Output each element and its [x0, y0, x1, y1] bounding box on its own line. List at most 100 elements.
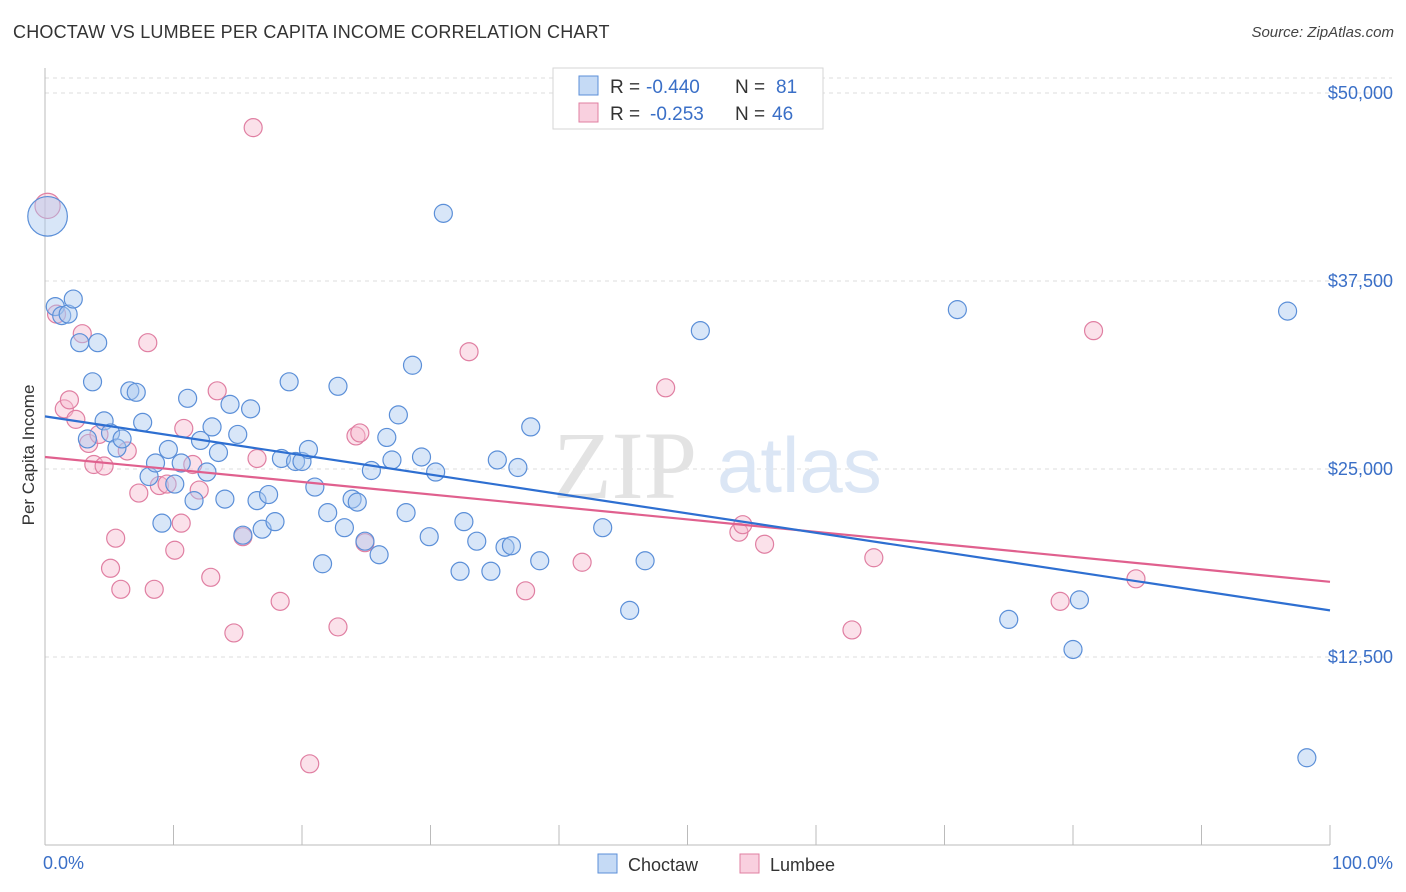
lumbee-point-29 [247, 448, 267, 469]
choctaw-point-69 [521, 417, 541, 437]
choctaw-point-47 [342, 489, 362, 509]
choctaw-point-76 [999, 609, 1019, 630]
bottom-legend-swatch-choctaw [597, 853, 618, 874]
choctaw-point-12 [112, 429, 132, 449]
lumbee-point-44 [864, 548, 884, 568]
choctaw-point-36 [265, 512, 285, 532]
bottom-legend-swatch-lumbee [739, 853, 760, 874]
x-tick-label-1: 100.0% [1332, 853, 1393, 873]
lumbee-point-34 [350, 423, 370, 443]
choctaw-point-74 [690, 321, 710, 341]
lumbee-point-47 [1126, 569, 1146, 589]
legend-r-value-lumbee: -0.253 [650, 104, 704, 125]
lumbee-point-16 [144, 579, 164, 599]
choctaw-point-13 [120, 381, 140, 401]
choctaw-point-43 [312, 554, 333, 574]
choctaw-point-75 [947, 300, 967, 320]
choctaw-point-44 [318, 503, 338, 523]
legend-n-label-choctaw: N = [735, 77, 765, 98]
choctaw-point-56 [402, 355, 423, 375]
choctaw-point-80 [1297, 748, 1317, 768]
choctaw-point-0 [27, 195, 68, 237]
choctaw-point-77 [1063, 639, 1083, 660]
choctaw-point-18 [152, 513, 172, 533]
choctaw-point-22 [178, 388, 198, 408]
series-lumbee [34, 118, 1146, 774]
y-tick-label-1: $25,000 [1328, 459, 1393, 479]
watermark-atlas: atlas [717, 421, 882, 509]
choctaw-point-48 [347, 492, 367, 512]
trend-line-choctaw [44, 415, 1331, 612]
lumbee-point-0 [34, 192, 61, 220]
legend-r-label-choctaw: R = [610, 77, 640, 98]
choctaw-point-35 [258, 484, 279, 505]
choctaw-point-14 [126, 382, 146, 402]
legend-n-value-lumbee: 46 [772, 104, 793, 125]
choctaw-point-55 [396, 503, 416, 523]
lumbee-point-37 [515, 581, 536, 601]
lumbee-point-45 [1050, 591, 1070, 611]
lumbee-point-38 [572, 552, 592, 572]
choctaw-point-72 [620, 600, 640, 620]
choctaw-point-66 [495, 537, 515, 557]
choctaw-point-15 [133, 412, 153, 432]
choctaw-point-67 [501, 536, 522, 556]
choctaw-point-59 [426, 462, 446, 482]
choctaw-point-21 [171, 453, 191, 473]
lumbee-point-28 [243, 118, 263, 138]
choctaw-point-33 [247, 491, 267, 511]
chart-title: CHOCTAW VS LUMBEE PER CAPITA INCOME CORR… [13, 22, 610, 42]
choctaw-point-49 [355, 531, 375, 551]
legend-swatch-choctaw [578, 75, 599, 96]
lumbee-point-24 [201, 567, 221, 587]
choctaw-point-31 [233, 525, 253, 545]
lumbee-point-19 [165, 540, 185, 560]
choctaw-point-3 [58, 304, 78, 324]
choctaw-point-73 [635, 551, 655, 571]
watermark: ZIP atlas [553, 412, 882, 519]
legend-n-value-choctaw: 81 [776, 77, 797, 98]
lumbee-point-36 [459, 342, 479, 362]
y-tick-label-3: $50,000 [1328, 83, 1393, 103]
legend-r-value-choctaw: -0.440 [646, 77, 700, 98]
lumbee-point-15 [138, 333, 158, 353]
lumbee-point-20 [171, 513, 191, 533]
choctaw-point-19 [158, 439, 178, 460]
bottom-legend-label-lumbee: Lumbee [770, 855, 835, 875]
choctaw-point-30 [228, 424, 248, 445]
choctaw-point-70 [530, 551, 550, 571]
lumbee-point-32 [328, 617, 348, 637]
choctaw-point-23 [184, 491, 204, 511]
grid [45, 77, 1392, 658]
source-label: Source: ZipAtlas.com [1251, 24, 1394, 41]
choctaw-point-68 [508, 457, 528, 478]
bottom-legend-label-choctaw: Choctaw [628, 855, 699, 875]
choctaw-point-54 [388, 405, 408, 425]
choctaw-point-11 [107, 438, 127, 458]
legend-r-label-lumbee: R = [610, 104, 640, 125]
choctaw-point-7 [82, 372, 103, 392]
lumbee-point-31 [300, 754, 320, 774]
correlation-legend: R = -0.440 N = 81 R = -0.253 N = 46 [552, 67, 824, 130]
lumbee-point-9 [94, 456, 114, 476]
x-tick-label-0: 0.0% [43, 853, 84, 873]
choctaw-point-45 [328, 376, 348, 396]
lumbee-point-14 [129, 483, 149, 503]
lumbee-point-39 [656, 378, 676, 398]
axes [44, 68, 1331, 846]
choctaw-point-27 [208, 442, 229, 463]
lumbee-point-21 [174, 418, 194, 439]
series-legend: Choctaw Lumbee [597, 853, 835, 875]
lumbee-point-43 [842, 620, 862, 640]
lumbee-point-10 [100, 558, 121, 578]
choctaw-point-5 [70, 333, 90, 353]
choctaw-point-42 [305, 477, 325, 497]
y-tick-label-2: $37,500 [1328, 271, 1393, 291]
choctaw-point-52 [377, 427, 397, 448]
lumbee-point-12 [111, 579, 131, 599]
choctaw-point-58 [419, 527, 439, 547]
choctaw-point-6 [77, 429, 98, 449]
legend-swatch-lumbee [578, 102, 599, 123]
choctaw-point-53 [382, 450, 402, 470]
